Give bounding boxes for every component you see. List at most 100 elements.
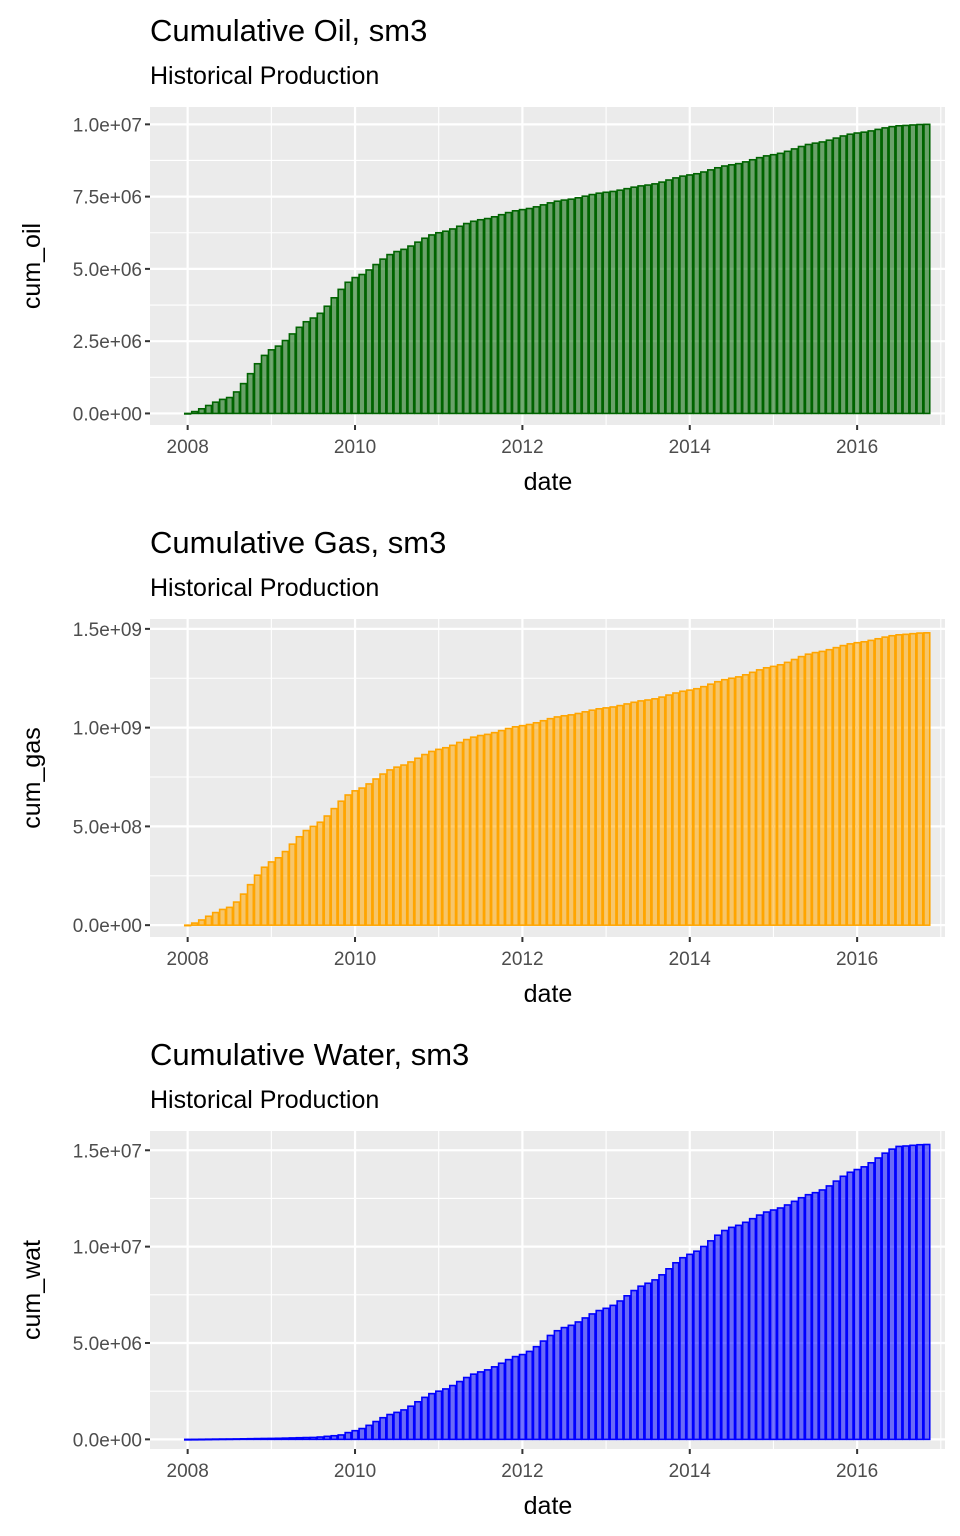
water-chart-panel: Cumulative Water, sm3 Historical Product…: [0, 1024, 960, 1536]
bar: [706, 683, 715, 926]
bar: [351, 276, 359, 415]
bar: [888, 1148, 896, 1441]
bar: [867, 1162, 875, 1441]
bar: [539, 204, 547, 415]
bar: [811, 142, 819, 415]
bar: [351, 1429, 359, 1441]
bar: [532, 206, 541, 415]
bar: [253, 874, 262, 926]
bar: [511, 726, 520, 926]
bar: [637, 700, 645, 926]
bar: [923, 123, 931, 415]
bar: [211, 401, 220, 415]
bar: [379, 773, 387, 926]
bar: [295, 1436, 303, 1441]
bar: [804, 1193, 812, 1441]
bar: [839, 135, 847, 415]
bar: [239, 1438, 248, 1441]
bar: [853, 132, 861, 415]
bar: [546, 717, 554, 926]
bar: [574, 197, 582, 415]
bar: [358, 1427, 366, 1441]
bar: [651, 1279, 659, 1441]
bar: [490, 731, 499, 926]
bar: [316, 312, 324, 415]
bar: [435, 231, 443, 415]
x-tick-label: 2012: [501, 437, 543, 458]
bar: [323, 815, 331, 926]
x-axis-label: date: [524, 468, 573, 496]
bar: [741, 161, 750, 415]
bar: [630, 701, 638, 926]
bar: [400, 248, 408, 415]
bar: [706, 1240, 715, 1441]
y-tick-label: 5.0e+06: [73, 260, 142, 281]
bar: [239, 893, 248, 926]
bar: [428, 1392, 436, 1441]
bar: [546, 202, 554, 415]
bar: [393, 1411, 401, 1441]
bar: [832, 1180, 840, 1441]
bar: [414, 757, 422, 926]
y-tick-label: 1.0e+07: [73, 115, 142, 136]
bar: [727, 1226, 736, 1441]
bar: [204, 915, 213, 926]
bar: [274, 856, 282, 926]
bar: [400, 764, 408, 926]
oil-chart: Cumulative Oil, sm3 Historical Productio…: [18, 13, 945, 496]
bars: [183, 632, 931, 927]
bar: [372, 778, 380, 926]
bar: [183, 1438, 192, 1441]
bar: [267, 861, 276, 926]
bar: [588, 709, 596, 926]
chart-title: Cumulative Gas, sm3: [150, 525, 446, 560]
chart-subtitle: Historical Production: [150, 1086, 379, 1114]
bar: [441, 1388, 450, 1441]
bar: [734, 1224, 743, 1441]
bar: [441, 746, 450, 926]
bar: [197, 407, 206, 415]
bar: [574, 1321, 582, 1441]
chart-title: Cumulative Oil, sm3: [150, 13, 427, 48]
x-tick-label: 2016: [836, 949, 878, 970]
bar: [316, 1436, 324, 1441]
bar: [651, 698, 659, 926]
bar: [267, 349, 276, 415]
bar: [462, 222, 471, 415]
bar: [902, 1145, 910, 1441]
bar: [909, 1144, 917, 1441]
gas-chart-panel: Cumulative Gas, sm3 Historical Productio…: [0, 512, 960, 1024]
water-chart: Cumulative Water, sm3 Historical Product…: [18, 1037, 945, 1520]
x-tick-label: 2010: [334, 437, 376, 458]
bar: [532, 1345, 541, 1441]
bar: [469, 736, 478, 926]
bar: [672, 692, 680, 926]
bar: [888, 634, 896, 926]
bar: [867, 639, 875, 926]
bar: [337, 800, 345, 926]
bar: [776, 663, 785, 926]
bar: [337, 288, 345, 415]
bar: [679, 690, 687, 926]
bar: [504, 211, 513, 415]
bar: [713, 1234, 722, 1441]
bar: [323, 1435, 331, 1441]
bar: [476, 218, 485, 415]
bar: [455, 741, 464, 926]
bar: [525, 1350, 534, 1441]
bar: [553, 1329, 561, 1441]
bar: [183, 924, 192, 927]
bars: [183, 1143, 931, 1441]
bar: [616, 704, 624, 926]
bar: [316, 821, 324, 926]
y-axis-label: cum_gas: [18, 727, 46, 828]
bar: [448, 744, 457, 926]
bar: [644, 184, 652, 415]
bar: [497, 729, 506, 926]
bar: [895, 634, 903, 926]
bar: [741, 674, 750, 926]
bar: [693, 1250, 701, 1441]
x-tick-label: 2016: [836, 1461, 878, 1482]
bar: [609, 190, 617, 415]
bar: [448, 228, 457, 415]
